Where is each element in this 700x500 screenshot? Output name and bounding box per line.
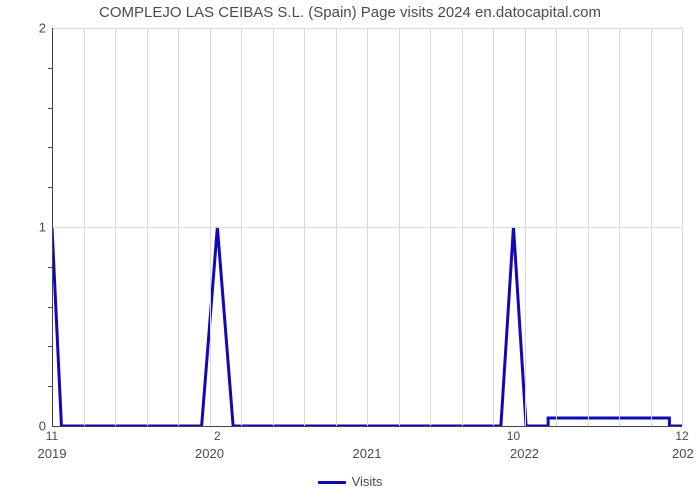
y-minor-tick — [48, 346, 52, 347]
y-minor-tick — [48, 108, 52, 109]
y-minor-tick — [48, 147, 52, 148]
x-tick-label: 2021 — [337, 446, 397, 461]
x-tick-label-clipped: 202 — [672, 446, 700, 461]
chart-container: COMPLEJO LAS CEIBAS S.L. (Spain) Page vi… — [0, 0, 700, 500]
y-minor-tick — [48, 187, 52, 188]
chart-title: COMPLEJO LAS CEIBAS S.L. (Spain) Page vi… — [0, 4, 700, 21]
plot-area — [52, 28, 682, 426]
y-minor-tick — [48, 307, 52, 308]
x-tick-label: 2022 — [495, 446, 555, 461]
y-minor-tick — [48, 267, 52, 268]
value-label: 10 — [507, 429, 520, 443]
x-axis-line — [52, 426, 682, 427]
y-tick-label: 1 — [16, 220, 46, 235]
y-minor-tick — [48, 68, 52, 69]
y-tick-label: 2 — [16, 21, 46, 36]
grid-line-vertical — [682, 28, 683, 426]
legend-label: Visits — [352, 474, 383, 489]
grid-line-horizontal — [52, 28, 682, 29]
y-tick-label: 0 — [16, 419, 46, 434]
legend: Visits — [0, 474, 700, 489]
x-tick-label: 2019 — [22, 446, 82, 461]
value-label: 11 — [46, 429, 58, 443]
value-label: 12 — [675, 429, 688, 443]
value-label: 2 — [214, 429, 221, 443]
y-minor-tick — [48, 386, 52, 387]
x-tick-label: 2020 — [180, 446, 240, 461]
legend-swatch — [318, 481, 346, 484]
y-axis-line — [52, 28, 53, 426]
grid-line-horizontal — [52, 227, 682, 228]
